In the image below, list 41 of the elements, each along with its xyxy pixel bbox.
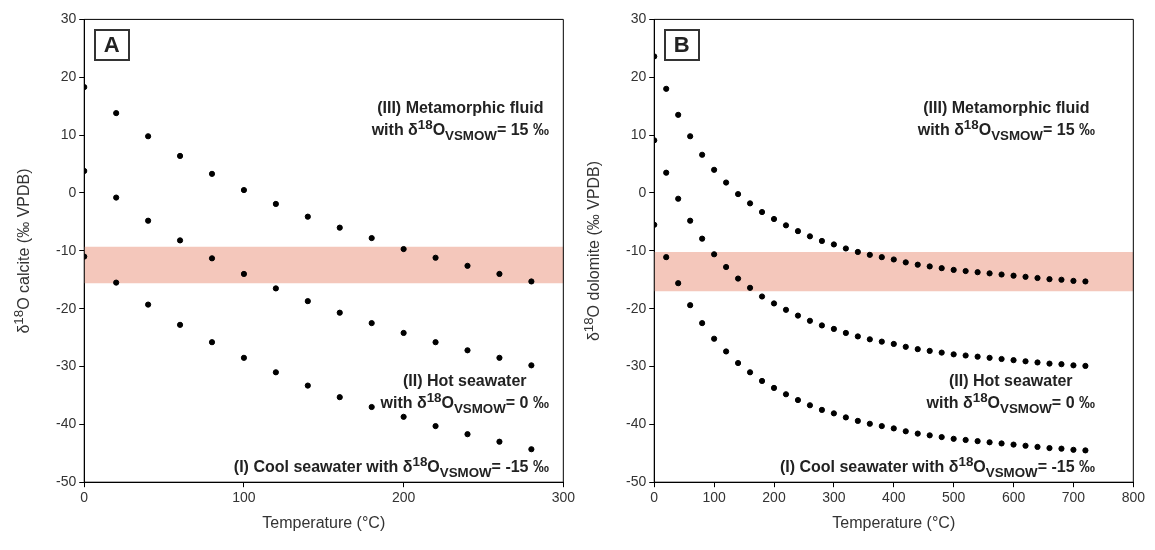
y-tick-label: -30 [56, 357, 77, 374]
annotation: (I) Cool seawater with δ$^{18}$O$_{VSMOW}$= -15 ‰ [233, 454, 549, 481]
annotation: A [93, 28, 130, 62]
x-axis-title: Temperature (°C) [262, 514, 386, 532]
y-tick-label: -40 [56, 415, 77, 432]
y-tick-label: 30 [60, 10, 77, 27]
y-tick-label: 20 [630, 68, 647, 85]
y-tick-label: -10 [56, 241, 77, 258]
x-tick-label: 700 [1061, 489, 1086, 506]
annotation: B [663, 28, 700, 62]
x-tick-label: 800 [1121, 489, 1146, 506]
y-tick-label: -10 [626, 241, 647, 258]
x-tick-label: 100 [702, 489, 727, 506]
x-tick-label: 500 [941, 489, 966, 506]
y-tick-label: -40 [626, 415, 647, 432]
annotation: (III) Metamorphic fluid with δ$^{18}$O$_{VSMOW}$= 15 ‰ [917, 98, 1095, 144]
annotation: (I) Cool seawater with δ$^{18}$O$_{VSMOW}$= -15 ‰ [779, 454, 1095, 481]
annotation: (II) Hot seawater with δ$^{18}$O$_{VSMOW}$= 0 ‰ [380, 371, 549, 417]
x-tick-label: 100 [232, 489, 256, 506]
y-tick-label: 10 [60, 125, 77, 142]
x-tick-label: 300 [822, 489, 846, 506]
y-tick-label: 20 [60, 68, 77, 85]
y-tick-label: 0 [68, 183, 77, 200]
y-tick-label: 10 [630, 125, 647, 142]
y-tick-label: 0 [638, 183, 647, 200]
x-tick-label: 200 [762, 489, 786, 506]
x-tick-label: 400 [882, 489, 906, 506]
x-tick-label: 200 [391, 489, 416, 506]
y-tick-label: -50 [626, 473, 647, 490]
x-axis-title: Temperature (°C) [832, 514, 956, 532]
annotation: (III) Metamorphic fluid with δ$^{18}$O$_{VSMOW}$= 15 ‰ [371, 98, 549, 144]
y-tick-label: -20 [56, 299, 77, 316]
x-tick-label: 0 [80, 489, 89, 506]
y-tick-label: -50 [56, 473, 77, 490]
x-tick-label: 0 [650, 489, 659, 506]
x-tick-label: 600 [1001, 489, 1026, 506]
y-tick-label: -20 [626, 299, 647, 316]
annotation: (II) Hot seawater with δ$^{18}$O$_{VSMOW}$= 0 ‰ [926, 371, 1095, 417]
y-tick-label: 30 [630, 10, 647, 27]
y-tick-label: -30 [626, 357, 647, 374]
x-tick-label: 300 [551, 489, 576, 506]
